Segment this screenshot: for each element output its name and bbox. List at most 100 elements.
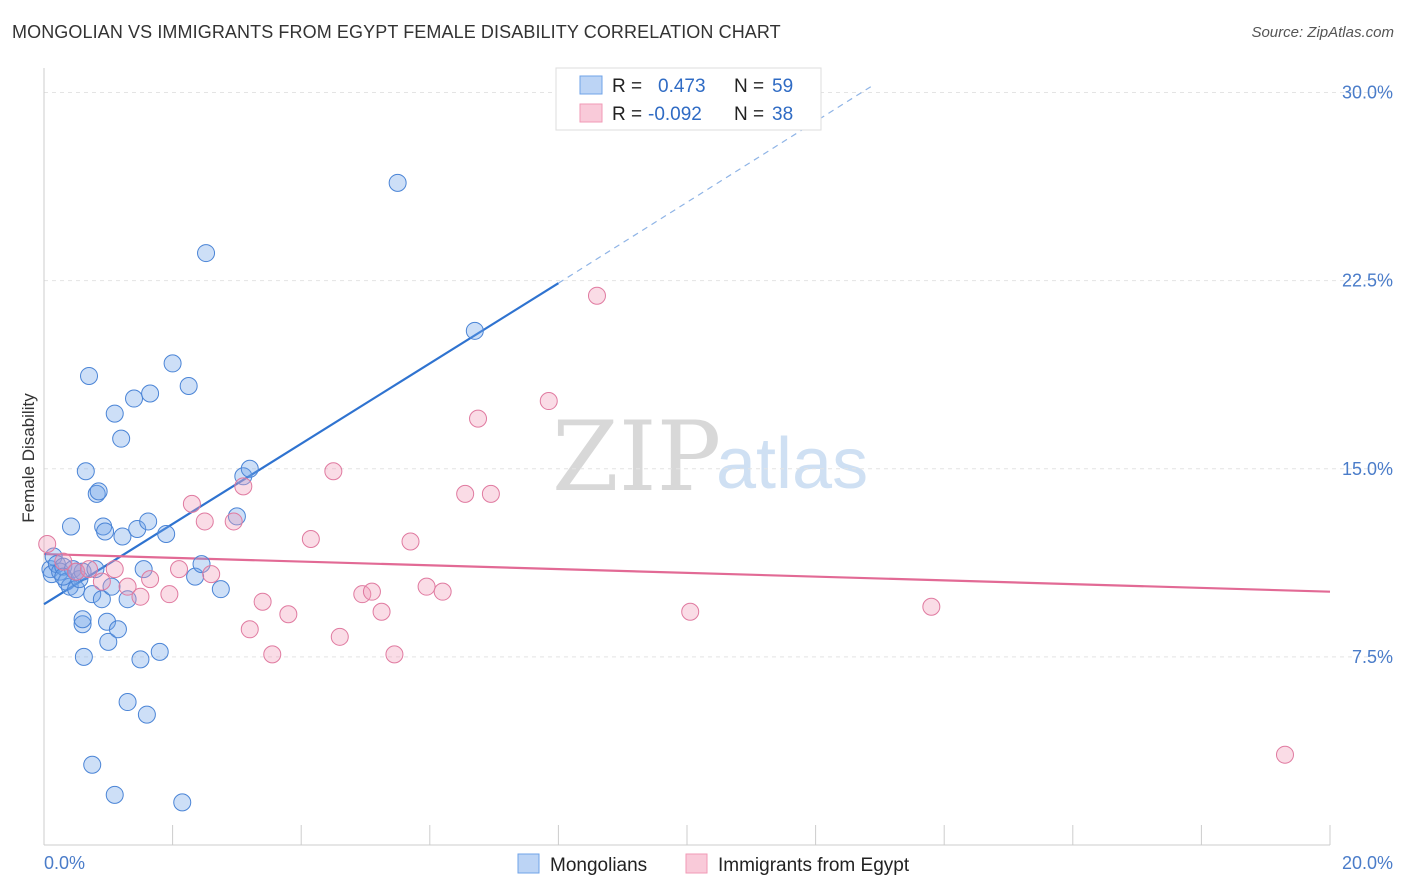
data-point-egypt (481, 484, 500, 503)
data-point-mongolians (465, 321, 484, 340)
data-point-mongolians (234, 467, 253, 486)
data-point-mongolians (113, 527, 132, 546)
data-point-mongolians (99, 632, 118, 651)
chart-title: MONGOLIAN VS IMMIGRANTS FROM EGYPT FEMAL… (12, 22, 781, 42)
data-point-egypt (401, 532, 420, 551)
legend-n-value-2: 38 (772, 104, 793, 125)
data-point-mongolians (388, 173, 407, 192)
legend-r-label-1: R = (612, 76, 642, 97)
gridlines (44, 92, 1390, 658)
data-point-egypt (118, 577, 137, 596)
data-point-mongolians (139, 512, 158, 531)
legend-r-label-2: R = (612, 104, 642, 125)
data-point-egypt (234, 477, 253, 496)
data-point-mongolians (128, 519, 147, 538)
legend-n-value-1: 59 (772, 76, 793, 97)
data-point-egypt (195, 512, 214, 531)
data-point-egypt (224, 512, 243, 531)
data-point-mongolians (173, 793, 192, 812)
data-point-egypt (330, 627, 349, 646)
y-tick-label: 7.5% (1352, 647, 1393, 667)
data-point-egypt (160, 585, 179, 604)
x-tick-marks (43, 825, 1331, 845)
data-point-mongolians (240, 459, 259, 478)
data-point-mongolians (67, 580, 86, 599)
data-point-egypt (263, 645, 282, 664)
data-point-mongolians (125, 389, 144, 408)
source-label: Source: ZipAtlas.com (1251, 24, 1394, 41)
data-point-mongolians (87, 484, 106, 503)
data-point-egypt (54, 552, 73, 571)
y-tick-label: 22.5% (1342, 271, 1393, 291)
legend-bottom: Mongolians Immigrants from Egypt (517, 853, 910, 876)
data-point-mongolians (98, 612, 117, 631)
data-point-mongolians (108, 620, 127, 639)
data-point-mongolians (96, 522, 115, 541)
data-point-mongolians (112, 429, 131, 448)
data-point-egypt (456, 484, 475, 503)
data-points (38, 173, 1294, 812)
data-point-egypt (417, 577, 436, 596)
data-point-egypt (922, 597, 941, 616)
data-point-egypt (141, 570, 160, 589)
watermark-atlas: atlas (716, 424, 868, 504)
data-point-egypt (433, 582, 452, 601)
data-point-mongolians (197, 244, 216, 263)
trendline-mongolians (43, 282, 559, 606)
legend-bottom-swatch-mongolians (517, 853, 540, 874)
data-point-mongolians (163, 354, 182, 373)
legend-swatch-mongolians (579, 75, 603, 95)
data-point-mongolians (118, 693, 137, 712)
data-point-mongolians (227, 507, 246, 526)
data-point-mongolians (157, 524, 176, 543)
x-tick-label-min: 0.0% (44, 853, 85, 873)
y-axis-label: Female Disability (19, 393, 38, 523)
data-point-mongolians (92, 590, 111, 609)
data-point-egypt (362, 582, 381, 601)
data-point-egypt (372, 602, 391, 621)
data-point-egypt (202, 565, 221, 584)
legend-n-label-1: N = (734, 76, 764, 97)
data-point-egypt (38, 535, 57, 554)
data-point-mongolians (131, 650, 150, 669)
watermark-zip: ZIP (552, 401, 721, 513)
legend-swatch-egypt (579, 103, 603, 123)
y-tick-labels: 7.5% 15.0% 22.5% 30.0% (1342, 83, 1393, 667)
data-point-egypt (469, 409, 488, 428)
y-tick-label: 30.0% (1342, 83, 1393, 103)
data-point-mongolians (141, 384, 160, 403)
data-point-mongolians (62, 517, 81, 536)
data-point-egypt (1275, 745, 1294, 764)
data-point-egypt (385, 645, 404, 664)
legend-r-value-2: -0.092 (648, 104, 702, 125)
data-point-egypt (92, 572, 111, 591)
data-point-mongolians (150, 642, 169, 661)
data-point-egypt (587, 286, 606, 305)
data-point-mongolians (83, 585, 102, 604)
data-point-egypt (279, 605, 298, 624)
data-point-egypt (170, 560, 189, 579)
y-tick-label: 15.0% (1342, 459, 1393, 479)
legend-bottom-label-egypt: Immigrants from Egypt (718, 855, 910, 876)
data-point-egypt (301, 530, 320, 548)
data-point-mongolians (105, 785, 124, 804)
data-point-egypt (681, 602, 700, 621)
data-point-egypt (105, 560, 124, 579)
data-point-mongolians (211, 580, 230, 599)
trendline-egypt (43, 552, 1331, 593)
data-point-egypt (80, 560, 99, 579)
data-point-egypt (253, 592, 272, 611)
legend-bottom-label-mongolians: Mongolians (550, 855, 647, 876)
data-point-mongolians (179, 377, 198, 395)
legend-n-label-2: N = (734, 104, 764, 125)
legend-r-value-1: 0.473 (658, 76, 706, 97)
x-tick-label-max: 20.0% (1342, 853, 1393, 873)
data-point-mongolians (137, 705, 156, 724)
data-point-egypt (324, 462, 343, 481)
legend-top: R = 0.473 N = 59 R = -0.092 N = 38 (555, 67, 822, 131)
data-point-mongolians (73, 610, 92, 629)
data-point-mongolians (74, 647, 93, 666)
data-point-mongolians (102, 577, 121, 596)
data-point-egypt (131, 587, 150, 606)
data-point-mongolians (134, 560, 153, 579)
